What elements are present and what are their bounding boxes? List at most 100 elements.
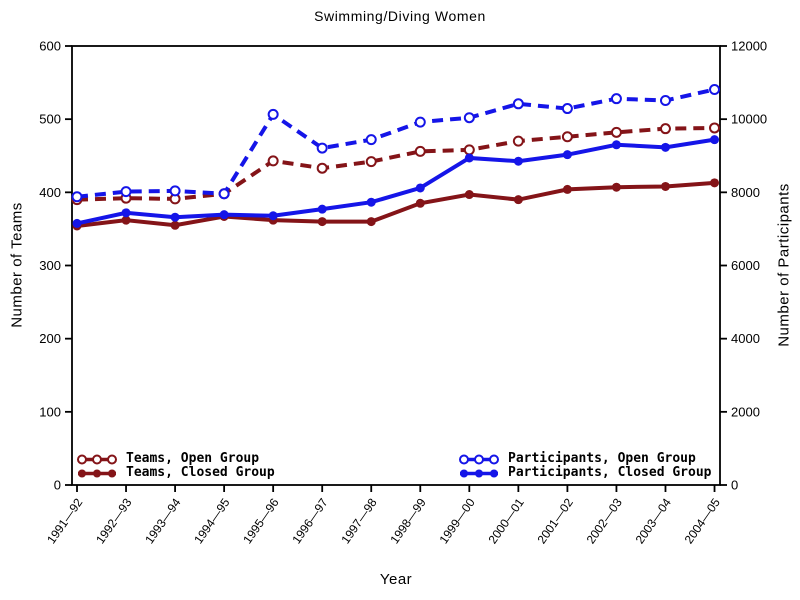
data-point-filled-icon <box>513 156 523 166</box>
data-point-filled-icon <box>170 220 180 230</box>
data-point-filled-icon <box>611 182 621 192</box>
legend-item-teams-open: Teams, Open Group <box>76 452 275 466</box>
x-axis-tick-label: 2001—02 <box>535 495 577 546</box>
x-axis-tick-label: 1992—93 <box>93 495 135 546</box>
x-axis-tick-label: 2004—05 <box>682 495 724 546</box>
legend-circle-filled <box>460 469 468 477</box>
data-point-open-icon <box>561 131 573 143</box>
right-axis-tick-label: 0 <box>731 478 738 493</box>
right-axis-tick-label: 10000 <box>731 112 767 127</box>
legend-item-teams-closed: Teams, Closed Group <box>76 466 275 480</box>
data-point-open-icon <box>169 185 181 197</box>
data-point-filled-icon <box>366 197 376 207</box>
data-point-filled-icon <box>660 181 670 191</box>
legend-label: Teams, Open Group <box>126 451 260 466</box>
data-point-filled-icon <box>72 218 82 228</box>
data-point-filled-icon <box>170 212 180 222</box>
x-axis-tick-label: 1998—99 <box>387 495 429 546</box>
x-axis-tick-label: 1993—94 <box>142 495 184 546</box>
left-axis-tick-label: 500 <box>39 112 61 127</box>
legend-circle-filled <box>475 469 483 477</box>
data-point-open-icon <box>512 135 524 147</box>
x-axis-tick-label: 1991—92 <box>44 495 86 546</box>
data-point-filled-icon <box>710 178 720 188</box>
right-axis-tick-label: 2000 <box>731 404 760 419</box>
data-point-open-icon <box>512 98 524 110</box>
data-point-open-icon <box>709 84 721 96</box>
data-point-filled-icon <box>562 150 572 160</box>
legend-circle-filled <box>490 469 498 477</box>
x-axis-tick-label: 2003—04 <box>633 495 675 546</box>
legend-item-participants-closed: Participants, Closed Group <box>458 466 712 480</box>
legend-marker-participants-open-icon <box>459 454 499 464</box>
x-axis-tick-label: 1999—00 <box>436 495 478 546</box>
left-axis-tick-label: 600 <box>39 39 61 54</box>
data-point-filled-icon <box>317 217 327 227</box>
left-axis-tick-label: 300 <box>39 258 61 273</box>
data-point-filled-icon <box>121 208 131 218</box>
data-point-open-icon <box>71 191 83 203</box>
x-axis-title: Year <box>379 571 413 588</box>
data-point-open-icon <box>463 144 475 156</box>
x-axis-tick-label: 2002—03 <box>584 495 626 546</box>
legend-circle-filled <box>93 469 101 477</box>
x-axis-tick-label: 1994—95 <box>191 495 233 546</box>
plot-frame <box>71 45 721 486</box>
legend-marker-teams-open-icon <box>77 454 117 464</box>
data-point-open-icon <box>709 122 721 134</box>
left-axis-tick-label: 100 <box>39 404 61 419</box>
data-point-open-icon <box>610 126 622 138</box>
legend-marker-teams-closed-icon <box>78 469 116 477</box>
legend-circle-filled <box>108 469 116 477</box>
data-point-filled-icon <box>611 140 621 150</box>
data-point-open-icon <box>414 145 426 157</box>
x-axis-tick-label: 1996—97 <box>289 495 331 546</box>
data-point-open-icon <box>267 108 279 120</box>
right-axis-tick-label: 12000 <box>731 39 767 54</box>
legend-teams: Teams, Open Group Teams, Closed Group <box>76 452 275 480</box>
data-point-filled-icon <box>464 190 474 200</box>
data-point-open-icon <box>316 142 328 154</box>
series-line-participants-closed-group <box>76 137 715 226</box>
right-axis-tick-label: 8000 <box>731 185 760 200</box>
data-point-filled-icon <box>317 204 327 214</box>
data-point-open-icon <box>561 103 573 115</box>
data-point-open-icon <box>365 156 377 168</box>
legend-circle-open <box>77 454 87 464</box>
data-point-filled-icon <box>464 153 474 163</box>
legend-circle-open <box>489 454 499 464</box>
right-axis-tick-label: 4000 <box>731 331 760 346</box>
left-axis-tick-label: 200 <box>39 331 61 346</box>
series-line-teams-open-group <box>76 125 715 202</box>
data-point-filled-icon <box>660 142 670 152</box>
x-axis-tick-label: 1995—96 <box>240 495 282 546</box>
data-point-filled-icon <box>415 198 425 208</box>
legend-circle-open <box>474 454 484 464</box>
left-axis-tick-label: 400 <box>39 185 61 200</box>
series-markers-teams-closed-group <box>72 178 720 231</box>
series-markers-participants-open-group <box>71 84 721 203</box>
legend-item-participants-open: Participants, Open Group <box>458 452 712 466</box>
data-point-open-icon <box>414 116 426 128</box>
data-point-open-icon <box>610 93 622 105</box>
data-point-open-icon <box>218 188 230 200</box>
series-markers-participants-closed-group <box>72 135 720 228</box>
data-point-filled-icon <box>513 195 523 205</box>
data-point-open-icon <box>120 186 132 198</box>
data-point-filled-icon <box>268 211 278 221</box>
legend-circle-open <box>459 454 469 464</box>
legend-marker-participants-closed-icon <box>460 469 498 477</box>
legend-label: Participants, Open Group <box>508 451 696 466</box>
chart-title: Swimming/Diving Women <box>314 8 486 24</box>
x-axis-tick-label: 2000—01 <box>485 495 527 546</box>
x-axis-tick-label: 1997—98 <box>338 495 380 546</box>
data-point-filled-icon <box>219 210 229 220</box>
data-point-open-icon <box>316 162 328 174</box>
right-axis-tick-label: 6000 <box>731 258 760 273</box>
data-point-filled-icon <box>366 217 376 227</box>
legend-circle-filled <box>78 469 86 477</box>
legend-participants: Participants, Open Group Participants, C… <box>458 452 712 480</box>
data-point-open-icon <box>659 123 671 135</box>
